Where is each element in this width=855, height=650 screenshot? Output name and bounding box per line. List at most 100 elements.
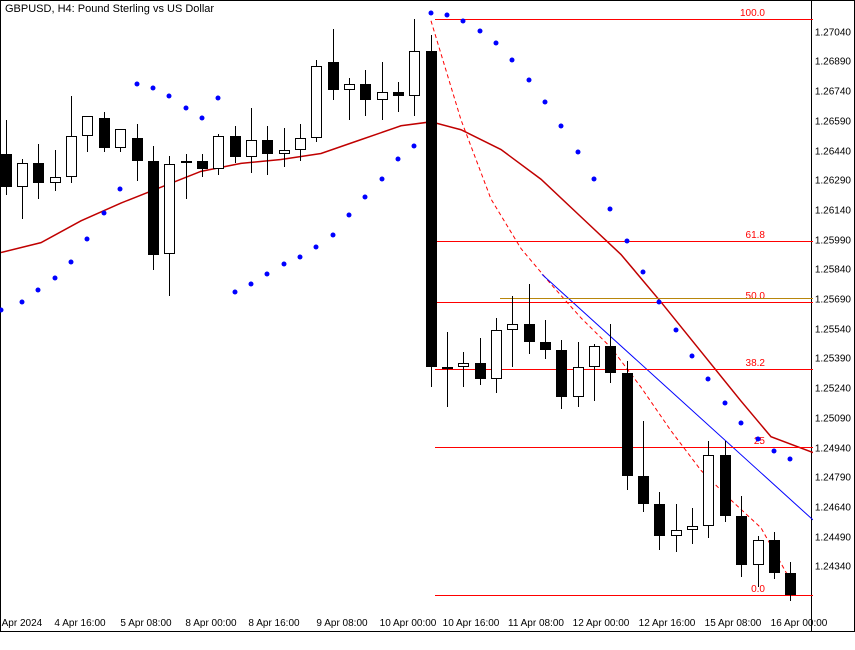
chart-title: GBPUSD, H4: Pound Sterling vs US Dollar bbox=[5, 3, 214, 15]
sar-dot bbox=[0, 307, 4, 312]
candle-body bbox=[638, 476, 649, 504]
candle-body bbox=[181, 161, 192, 163]
x-tick-label: 4 Apr 2024 bbox=[0, 618, 42, 629]
candle-body bbox=[736, 516, 747, 566]
candle-body bbox=[246, 140, 257, 158]
x-tick-label: 11 Apr 08:00 bbox=[508, 618, 564, 629]
candle-body bbox=[377, 92, 388, 100]
candle-body bbox=[148, 161, 159, 254]
sar-dot bbox=[282, 262, 287, 267]
y-tick-label: 1.26590 bbox=[815, 116, 851, 127]
plot-area[interactable]: GBPUSD, H4: Pound Sterling vs US Dollar … bbox=[0, 0, 812, 632]
fib-label: 61.8 bbox=[746, 230, 765, 241]
y-tick-label: 1.26740 bbox=[815, 87, 851, 98]
candle-body bbox=[622, 373, 633, 476]
fib-label: 100.0 bbox=[740, 8, 765, 19]
x-tick-label: 4 Apr 16:00 bbox=[54, 618, 105, 629]
sar-dot bbox=[396, 157, 401, 162]
candle-body bbox=[589, 346, 600, 368]
candle-body bbox=[262, 140, 273, 154]
sar-dot bbox=[543, 100, 548, 105]
candle-body bbox=[328, 62, 339, 90]
candle-body bbox=[360, 84, 371, 100]
sar-dot bbox=[298, 254, 303, 259]
sar-dot bbox=[20, 300, 25, 305]
y-tick-label: 1.27040 bbox=[815, 27, 851, 38]
sar-dot bbox=[412, 143, 417, 148]
sar-dot bbox=[265, 272, 270, 277]
candle-body bbox=[556, 350, 567, 398]
fib-line bbox=[435, 302, 813, 303]
x-tick-label: 10 Apr 16:00 bbox=[443, 618, 500, 629]
sar-dot bbox=[527, 78, 532, 83]
sar-dot bbox=[314, 244, 319, 249]
sar-dot bbox=[510, 58, 515, 63]
y-tick-label: 1.25990 bbox=[815, 235, 851, 246]
y-tick-label: 1.25840 bbox=[815, 265, 851, 276]
sar-dot bbox=[102, 210, 107, 215]
candle-body bbox=[442, 367, 453, 369]
candle-wick bbox=[55, 150, 56, 192]
candle-wick bbox=[512, 296, 513, 367]
sar-dot bbox=[36, 288, 41, 293]
y-tick-label: 1.25390 bbox=[815, 354, 851, 365]
fib-label: 50.0 bbox=[746, 291, 765, 302]
sar-dot bbox=[167, 94, 172, 99]
x-tick-label: 9 Apr 08:00 bbox=[316, 618, 367, 629]
fib-line bbox=[435, 19, 813, 20]
x-tick-label: 15 Apr 08:00 bbox=[705, 618, 762, 629]
sar-dot bbox=[559, 123, 564, 128]
sar-dot bbox=[249, 282, 254, 287]
sar-dot bbox=[429, 10, 434, 15]
candle-wick bbox=[186, 154, 187, 200]
sar-dot bbox=[151, 86, 156, 91]
candle-body bbox=[279, 150, 290, 154]
y-tick-label: 1.25090 bbox=[815, 413, 851, 424]
candle-body bbox=[82, 116, 93, 136]
candle-body bbox=[458, 363, 469, 367]
sar-dot bbox=[331, 232, 336, 237]
candle-body bbox=[115, 129, 126, 148]
candle-body bbox=[17, 163, 28, 187]
candle-body bbox=[1, 154, 12, 188]
y-tick-label: 1.24640 bbox=[815, 503, 851, 514]
candle-body bbox=[769, 540, 780, 574]
sar-dot bbox=[461, 18, 466, 23]
candle-body bbox=[409, 51, 420, 97]
y-tick-label: 1.25240 bbox=[815, 384, 851, 395]
x-axis: 4 Apr 20244 Apr 16:005 Apr 08:008 Apr 00… bbox=[1, 613, 813, 631]
candle-body bbox=[197, 161, 208, 169]
sar-dot bbox=[380, 177, 385, 182]
sar-dot bbox=[625, 238, 630, 243]
sar-dot bbox=[233, 290, 238, 295]
sar-dot bbox=[200, 115, 205, 120]
ma-solid-line bbox=[1, 122, 813, 453]
candle-body bbox=[753, 540, 764, 566]
sar-dot bbox=[641, 270, 646, 275]
candle-body bbox=[50, 177, 61, 183]
sar-dot bbox=[772, 448, 777, 453]
y-tick-label: 1.24340 bbox=[815, 562, 851, 573]
candle-body bbox=[99, 118, 110, 148]
candle-wick bbox=[398, 82, 399, 112]
ma-dashed-line bbox=[431, 21, 790, 580]
candle-wick bbox=[463, 352, 464, 388]
sar-dot bbox=[347, 212, 352, 217]
x-tick-label: 12 Apr 16:00 bbox=[639, 618, 696, 629]
sar-dot bbox=[445, 12, 450, 17]
candle-body bbox=[475, 363, 486, 379]
candle-body bbox=[164, 164, 175, 254]
sar-dot bbox=[788, 456, 793, 461]
candle-body bbox=[507, 324, 518, 330]
sar-dot bbox=[674, 327, 679, 332]
x-tick-label: 8 Apr 16:00 bbox=[248, 618, 299, 629]
y-tick-label: 1.26290 bbox=[815, 176, 851, 187]
candle-body bbox=[524, 324, 535, 342]
y-tick-label: 1.26440 bbox=[815, 146, 851, 157]
candle-body bbox=[132, 138, 143, 162]
sar-dot bbox=[706, 377, 711, 382]
y-tick-label: 1.25540 bbox=[815, 324, 851, 335]
trend-line bbox=[542, 274, 813, 520]
candle-body bbox=[295, 138, 306, 150]
candle-wick bbox=[545, 320, 546, 360]
